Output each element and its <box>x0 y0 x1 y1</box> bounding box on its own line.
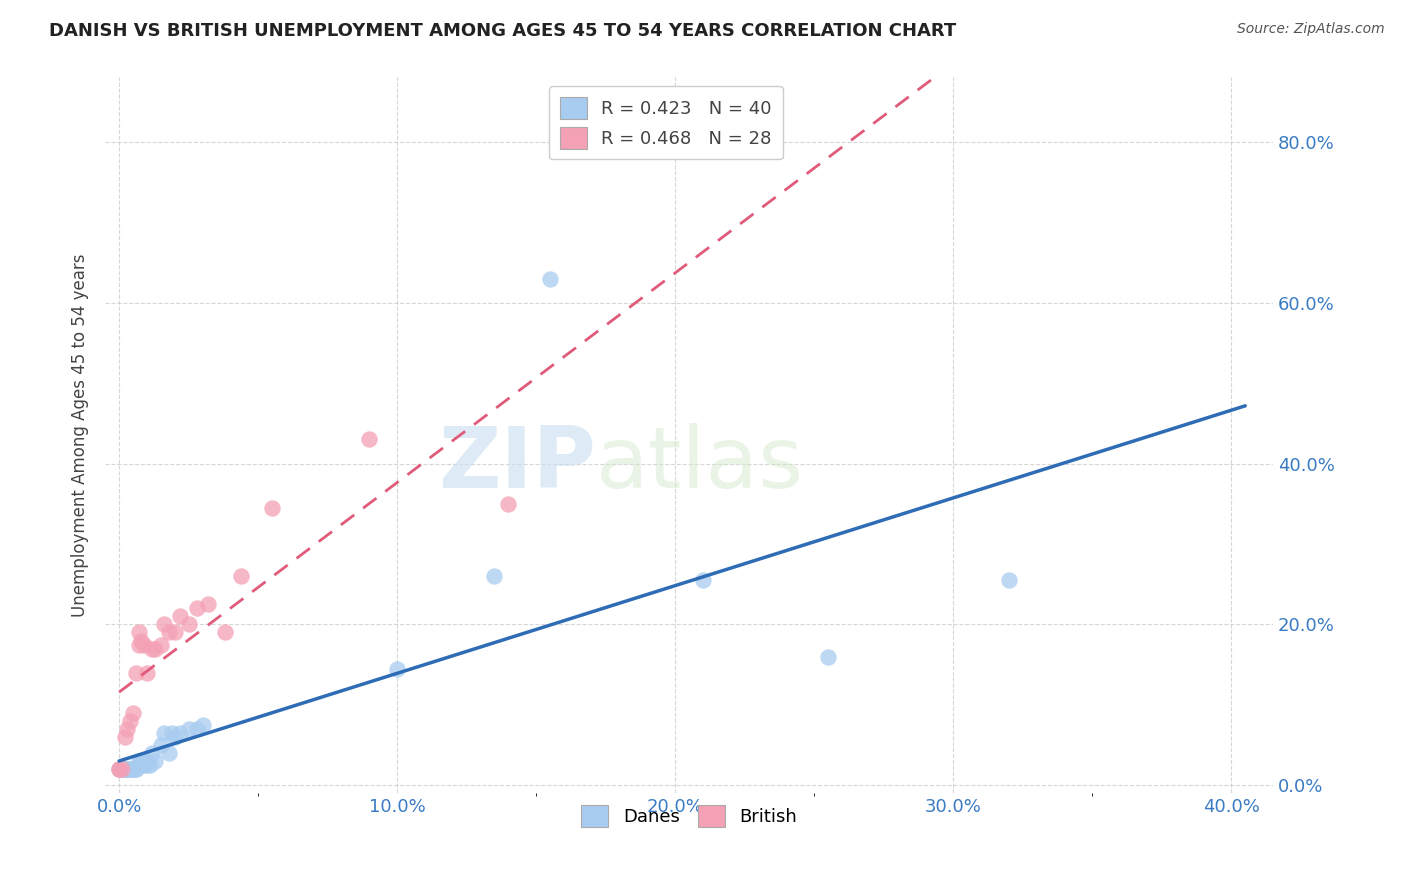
Point <box>169 726 191 740</box>
Point <box>128 638 150 652</box>
Point <box>157 625 180 640</box>
Point <box>120 714 142 728</box>
Point <box>125 762 148 776</box>
Legend: Danes, British: Danes, British <box>574 798 804 834</box>
Point <box>186 601 208 615</box>
Point <box>108 762 131 776</box>
Point <box>143 754 166 768</box>
Point <box>134 754 156 768</box>
Point <box>149 638 172 652</box>
Point <box>143 641 166 656</box>
Point <box>177 617 200 632</box>
Point <box>163 730 186 744</box>
Point <box>498 497 520 511</box>
Point <box>117 722 139 736</box>
Point <box>163 625 186 640</box>
Point <box>260 500 283 515</box>
Point <box>114 730 136 744</box>
Point <box>111 762 134 776</box>
Point <box>817 649 839 664</box>
Point <box>214 625 236 640</box>
Text: atlas: atlas <box>596 423 804 506</box>
Point <box>135 754 157 768</box>
Text: ZIP: ZIP <box>437 423 596 506</box>
Point <box>128 625 150 640</box>
Point <box>120 762 142 776</box>
Point <box>134 758 156 772</box>
Point <box>131 758 153 772</box>
Point <box>157 746 180 760</box>
Point <box>141 641 163 656</box>
Point <box>692 573 714 587</box>
Point <box>111 762 134 776</box>
Point <box>191 718 214 732</box>
Point <box>111 762 134 776</box>
Text: Source: ZipAtlas.com: Source: ZipAtlas.com <box>1237 22 1385 37</box>
Point <box>169 609 191 624</box>
Point <box>135 758 157 772</box>
Point <box>108 762 131 776</box>
Point <box>177 722 200 736</box>
Point <box>131 754 153 768</box>
Point <box>120 762 142 776</box>
Point <box>108 762 131 776</box>
Point <box>122 762 145 776</box>
Point <box>160 726 183 740</box>
Point <box>114 762 136 776</box>
Point <box>152 726 174 740</box>
Y-axis label: Unemployment Among Ages 45 to 54 years: Unemployment Among Ages 45 to 54 years <box>72 253 89 617</box>
Point <box>149 738 172 752</box>
Point <box>111 762 134 776</box>
Point <box>128 754 150 768</box>
Point <box>138 758 160 772</box>
Point <box>359 433 381 447</box>
Point <box>538 271 561 285</box>
Point <box>114 762 136 776</box>
Point <box>152 617 174 632</box>
Point <box>134 638 156 652</box>
Point <box>998 573 1021 587</box>
Point <box>117 762 139 776</box>
Point <box>484 569 506 583</box>
Point <box>122 706 145 720</box>
Point <box>131 633 153 648</box>
Point <box>125 665 148 680</box>
Point <box>385 662 408 676</box>
Point <box>186 722 208 736</box>
Point <box>125 762 148 776</box>
Point <box>122 762 145 776</box>
Point <box>197 597 219 611</box>
Text: DANISH VS BRITISH UNEMPLOYMENT AMONG AGES 45 TO 54 YEARS CORRELATION CHART: DANISH VS BRITISH UNEMPLOYMENT AMONG AGE… <box>49 22 956 40</box>
Point <box>141 746 163 760</box>
Point <box>128 758 150 772</box>
Point <box>135 665 157 680</box>
Point <box>117 762 139 776</box>
Point <box>231 569 253 583</box>
